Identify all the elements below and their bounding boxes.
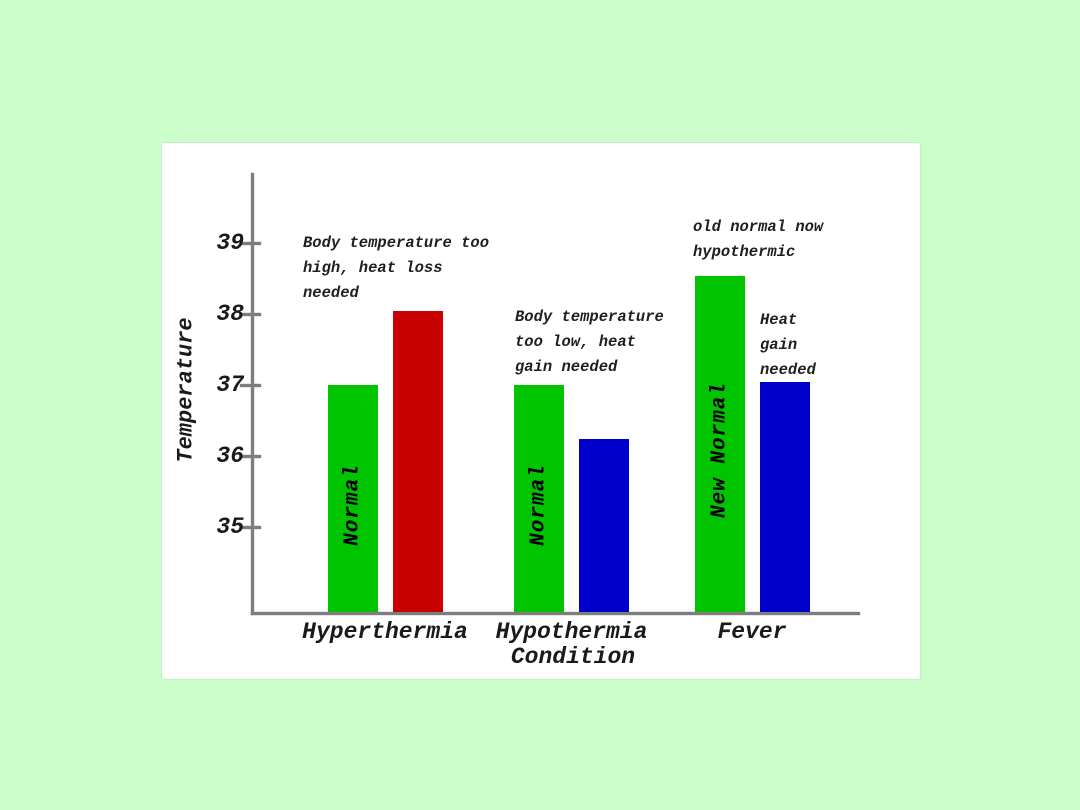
- y-tick-label: 36: [216, 442, 244, 469]
- y-tick-label: 39: [216, 230, 244, 257]
- bar-hypothermia-condition: [579, 438, 629, 612]
- annotation-line: hypothermic: [693, 243, 796, 261]
- x-axis-title: Condition: [510, 644, 636, 670]
- annotation-line: needed: [303, 284, 359, 302]
- x-tick-label-hyperthermia: Hyperthermia: [302, 619, 468, 645]
- bar-hyperthermia-normal: [327, 385, 378, 612]
- y-tick-mark: [240, 313, 261, 317]
- annotation-line: Body temperature too: [303, 234, 490, 252]
- y-tick-label: 35: [216, 513, 244, 540]
- annotation-line: too low, heat: [515, 333, 636, 351]
- bar-hypothermia-normal: [514, 385, 564, 612]
- y-tick-mark: [240, 525, 261, 529]
- annotation-line: Body temperature: [515, 308, 664, 326]
- x-axis: [251, 612, 860, 615]
- annotation-line: old normal now: [693, 218, 824, 236]
- y-tick-mark: [240, 454, 261, 458]
- x-tick-label-fever: Fever: [717, 619, 787, 645]
- x-tick-label-hypothermia: Hypothermia: [495, 619, 648, 645]
- bar-hyperthermia-condition: [392, 311, 443, 612]
- annotation-line: Heat: [760, 311, 798, 329]
- chart-annotation: Heat gain needed: [760, 308, 816, 383]
- chart-annotation: Body temperature too low, heat gain needed: [515, 305, 664, 380]
- chart-annotation: Body temperature too high, heat loss neede…: [303, 231, 489, 306]
- bar-value-label: New Normal: [708, 381, 731, 518]
- y-tick-mark: [240, 383, 261, 387]
- y-axis: [251, 173, 254, 615]
- bar-fever-condition: [759, 381, 810, 612]
- y-tick-mark: [240, 242, 261, 246]
- bar-fever-normal: [694, 275, 745, 612]
- annotation-line: high, heat loss: [303, 259, 443, 277]
- bar-value-label: Normal: [341, 463, 364, 546]
- bar-value-label: Normal: [527, 463, 551, 546]
- annotation-line: gain: [760, 336, 798, 354]
- annotation-line: gain needed: [515, 358, 618, 376]
- annotation-line: needed: [760, 361, 816, 379]
- y-tick-label: 38: [216, 301, 244, 328]
- chart-panel: Temperature Condition 35 36 37 38 39 Normal Hy…: [162, 143, 920, 679]
- y-tick-label: 37: [216, 371, 244, 398]
- plot-area: Temperature Condition 35 36 37 38 39 Normal Hy…: [162, 143, 920, 679]
- chart-annotation: old normal now hypothermic: [693, 215, 823, 265]
